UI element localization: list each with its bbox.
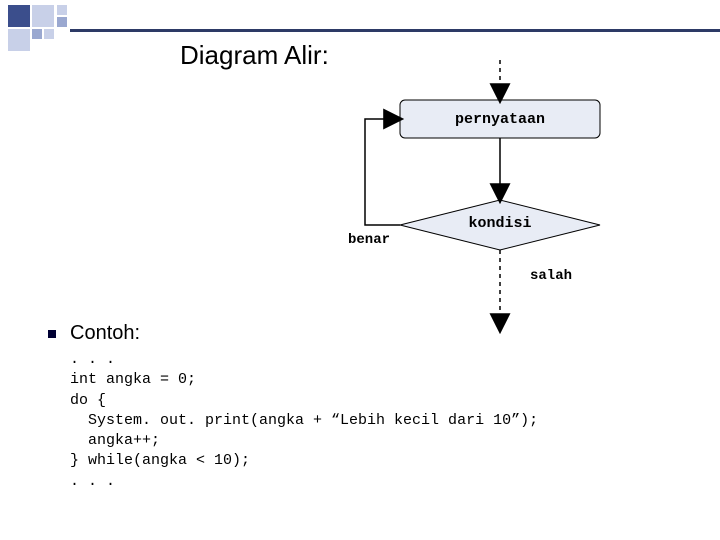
- flow-edge-label-false: salah: [530, 268, 572, 284]
- flow-node-statement-label: pernyataan: [455, 111, 545, 128]
- bullet-icon: [48, 330, 56, 338]
- flow-node-statement: pernyataan: [400, 100, 600, 138]
- flow-edge-label-true: benar: [348, 232, 390, 248]
- example-heading: Contoh:: [70, 322, 140, 345]
- code-example: . . . int angka = 0; do { System. out. p…: [70, 350, 538, 492]
- flow-node-condition-label: kondisi: [440, 215, 560, 232]
